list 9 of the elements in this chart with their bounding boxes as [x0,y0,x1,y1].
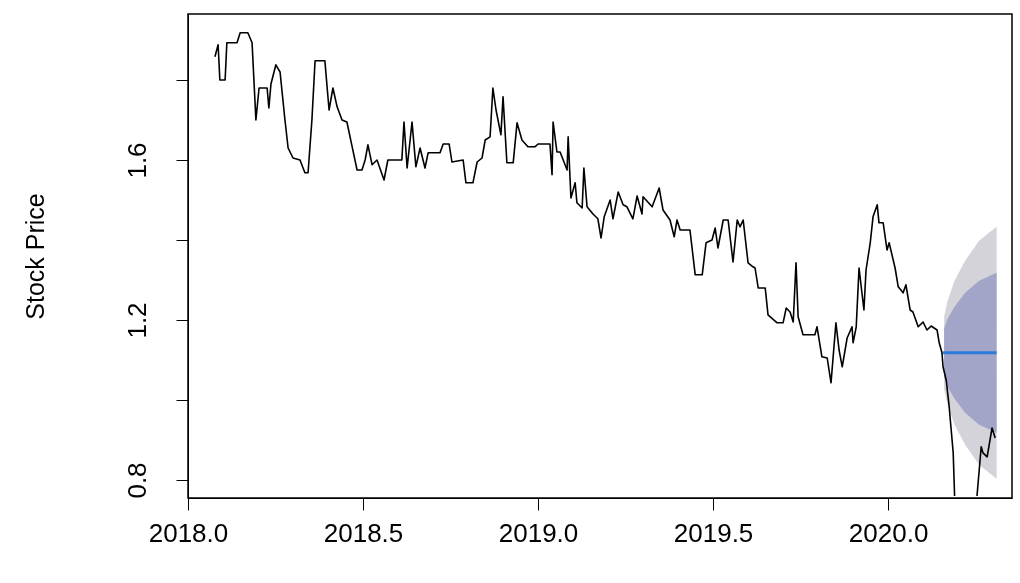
y-axis-title: Stock Price [20,193,49,320]
x-tick-label: 2019.5 [673,517,754,548]
x-tick-label: 2018.0 [148,517,229,548]
x-tick-label: 2020.0 [848,517,929,548]
x-tick-label: 2018.5 [323,517,404,548]
y-tick-label: 1.6 [121,142,152,179]
x-tick-label: 2019.0 [498,517,579,548]
y-tick-label: 0.8 [121,462,152,499]
y-tick-label: 1.2 [121,302,152,339]
